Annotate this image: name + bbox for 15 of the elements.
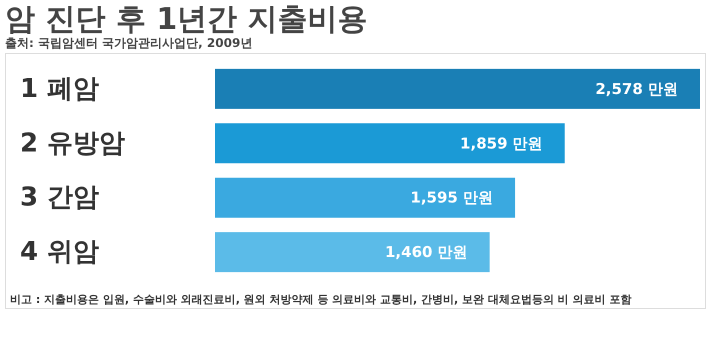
data-label: 2,578 만원 [595, 80, 678, 98]
chart-subtitle: 출처: 국립암센터 국가암관리사업단, 2009년 [5, 36, 252, 50]
y-tick-label: 2 유방암 [20, 128, 126, 158]
bar [215, 232, 490, 272]
chart-title: 암 진단 후 1년간 지출비용 [5, 2, 368, 37]
text: 비고 : 지출비용은 입원, 수술비와 외래진료비, 원외 처방약제 등 의료비와 교통비, 간병비, 보완 대체요법등의 비 의료비 포함 [10, 293, 632, 306]
bar [215, 68, 700, 109]
y-tick-label: 3 간암 [20, 182, 100, 213]
bar [215, 178, 516, 218]
bar [215, 123, 565, 164]
y-tick-label: 4 위암 [20, 237, 100, 268]
data-label: 1,595 만원 [410, 188, 494, 207]
data-label: 1,859 만원 [460, 134, 543, 152]
y-tick-label: 1 폐암 [20, 74, 100, 104]
data-label: 1,460 만원 [385, 243, 468, 262]
